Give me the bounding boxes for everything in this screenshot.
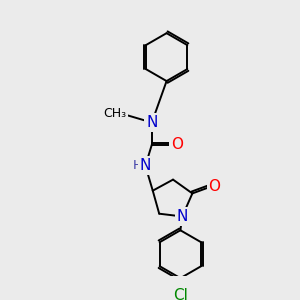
Text: N: N bbox=[146, 115, 158, 130]
Text: N: N bbox=[177, 209, 188, 224]
Text: O: O bbox=[208, 179, 220, 194]
Text: H: H bbox=[133, 159, 143, 172]
Text: O: O bbox=[171, 137, 183, 152]
Text: CH₃: CH₃ bbox=[103, 107, 127, 120]
Text: N: N bbox=[140, 158, 151, 173]
Text: Cl: Cl bbox=[173, 288, 188, 300]
